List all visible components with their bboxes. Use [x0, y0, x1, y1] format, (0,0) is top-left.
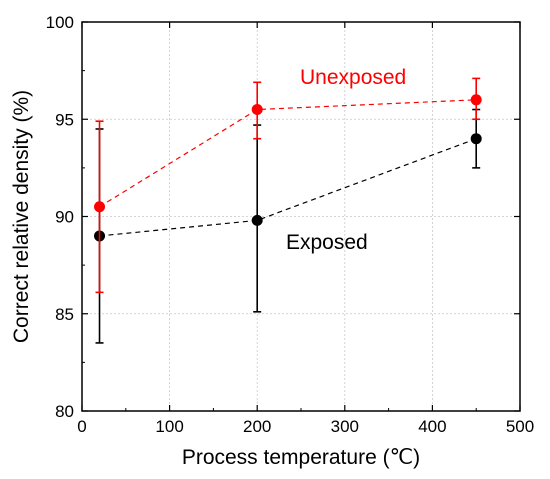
data-point-unexposed [251, 104, 263, 116]
y-axis-title: Correct relative density (%) [10, 90, 33, 343]
data-point-exposed [251, 214, 263, 226]
series-layer [94, 77, 482, 344]
x-tick-label: 200 [243, 417, 271, 436]
series-label-unexposed: Unexposed [300, 66, 406, 89]
y-tick-label: 85 [55, 305, 74, 324]
y-tick-label: 100 [46, 13, 74, 32]
series-exposed [94, 108, 482, 344]
x-tick-label: 500 [506, 417, 534, 436]
x-tick-label: 100 [155, 417, 183, 436]
y-tick-label: 95 [55, 110, 74, 129]
x-tick-label: 0 [77, 417, 86, 436]
x-axis-title: Process temperature (℃) [182, 446, 420, 469]
x-tick-label: 400 [418, 417, 446, 436]
series-line-unexposed [99, 99, 477, 208]
data-point-exposed [470, 133, 482, 145]
data-point-unexposed [470, 94, 482, 106]
x-tick-label: 300 [331, 417, 359, 436]
series-unexposed [94, 77, 482, 294]
y-tick-label: 90 [55, 208, 74, 227]
series-label-exposed: Exposed [286, 231, 368, 254]
axis-ticks: 0 100 200 300 400 500 80 85 90 95 100 [46, 13, 535, 436]
series-line-exposed [99, 138, 477, 237]
y-tick-label: 80 [55, 402, 74, 421]
data-point-unexposed [94, 201, 106, 213]
